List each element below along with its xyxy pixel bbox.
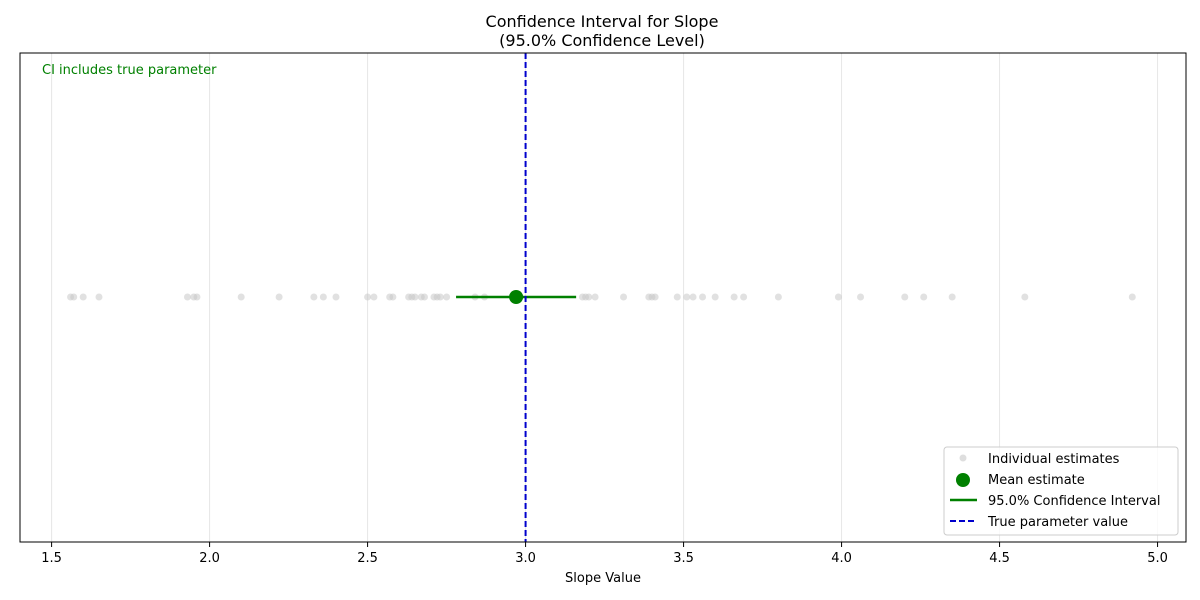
estimate-point bbox=[711, 293, 719, 301]
x-tick-label: 3.5 bbox=[673, 551, 694, 566]
estimate-point bbox=[332, 293, 340, 301]
estimate-point bbox=[774, 293, 782, 301]
x-tick-label: 2.0 bbox=[199, 551, 220, 566]
ci-layer bbox=[456, 53, 577, 542]
ci-annotation: CI includes true parameter bbox=[42, 63, 217, 78]
estimate-point bbox=[689, 293, 697, 301]
legend-label-ci: 95.0% Confidence Interval bbox=[988, 494, 1160, 509]
estimate-point bbox=[370, 293, 378, 301]
estimate-point bbox=[948, 293, 956, 301]
legend: Individual estimates Mean estimate 95.0%… bbox=[943, 446, 1179, 536]
x-axis: 1.5 2.0 2.5 3.0 3.5 4.0 4.5 5.0 bbox=[41, 542, 1168, 566]
legend-label-mean: Mean estimate bbox=[988, 473, 1085, 488]
estimate-point bbox=[857, 293, 865, 301]
legend-box bbox=[943, 446, 1179, 536]
x-tick-label: 2.5 bbox=[357, 551, 378, 566]
legend-label-individual: Individual estimates bbox=[988, 452, 1120, 467]
chart-title-line1: Confidence Interval for Slope bbox=[486, 12, 719, 31]
estimate-point bbox=[1128, 293, 1136, 301]
estimate-point bbox=[411, 293, 419, 301]
x-tick-label: 5.0 bbox=[1147, 551, 1168, 566]
estimate-point bbox=[620, 293, 628, 301]
estimate-point bbox=[70, 293, 78, 301]
estimate-point bbox=[183, 293, 191, 301]
x-tick-label: 3.0 bbox=[515, 551, 536, 566]
estimate-point bbox=[310, 293, 318, 301]
estimates-layer bbox=[67, 293, 1136, 301]
estimate-point bbox=[193, 293, 201, 301]
legend-marker-mean bbox=[956, 473, 970, 487]
estimate-point bbox=[683, 293, 691, 301]
x-axis-label: Slope Value bbox=[565, 571, 641, 586]
x-tick-label: 4.0 bbox=[831, 551, 852, 566]
estimate-point bbox=[730, 293, 738, 301]
estimate-point bbox=[237, 293, 245, 301]
legend-label-true: True parameter value bbox=[987, 515, 1128, 530]
mean-point bbox=[509, 290, 524, 304]
estimate-point bbox=[436, 293, 444, 301]
estimate-point bbox=[920, 293, 928, 301]
plot-frame bbox=[19, 52, 1187, 543]
estimate-point bbox=[79, 293, 87, 301]
estimate-point bbox=[673, 293, 681, 301]
estimate-point bbox=[740, 293, 748, 301]
chart-title-line2: (95.0% Confidence Level) bbox=[499, 31, 705, 50]
estimate-point bbox=[275, 293, 283, 301]
estimate-point bbox=[389, 293, 397, 301]
estimate-point bbox=[651, 293, 659, 301]
estimate-point bbox=[95, 293, 103, 301]
estimate-point bbox=[420, 293, 428, 301]
estimate-point bbox=[1021, 293, 1029, 301]
estimate-point bbox=[591, 293, 599, 301]
estimate-point bbox=[443, 293, 451, 301]
estimate-point bbox=[834, 293, 842, 301]
x-tick-label: 4.5 bbox=[989, 551, 1010, 566]
legend-marker-individual bbox=[959, 454, 967, 462]
estimate-point bbox=[319, 293, 327, 301]
x-tick-label: 1.5 bbox=[41, 551, 62, 566]
estimate-point bbox=[699, 293, 707, 301]
estimate-point bbox=[585, 293, 593, 301]
estimate-point bbox=[901, 293, 909, 301]
estimate-point bbox=[364, 293, 372, 301]
